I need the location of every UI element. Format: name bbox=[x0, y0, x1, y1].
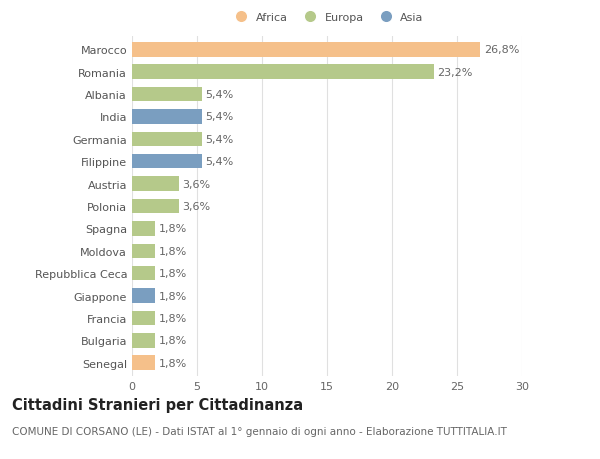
Legend: Africa, Europa, Asia: Africa, Europa, Asia bbox=[226, 8, 428, 27]
Bar bbox=[132, 356, 155, 370]
Bar bbox=[132, 289, 155, 303]
Text: 23,2%: 23,2% bbox=[437, 67, 472, 78]
Text: 3,6%: 3,6% bbox=[182, 179, 210, 189]
Bar bbox=[132, 244, 155, 258]
Text: Cittadini Stranieri per Cittadinanza: Cittadini Stranieri per Cittadinanza bbox=[12, 397, 303, 412]
Bar bbox=[132, 88, 202, 102]
Bar bbox=[132, 65, 434, 80]
Bar bbox=[132, 311, 155, 325]
Text: 1,8%: 1,8% bbox=[158, 246, 187, 256]
Bar bbox=[132, 43, 481, 57]
Bar bbox=[132, 222, 155, 236]
Text: COMUNE DI CORSANO (LE) - Dati ISTAT al 1° gennaio di ogni anno - Elaborazione TU: COMUNE DI CORSANO (LE) - Dati ISTAT al 1… bbox=[12, 426, 507, 436]
Text: 1,8%: 1,8% bbox=[158, 291, 187, 301]
Bar bbox=[132, 199, 179, 214]
Text: 5,4%: 5,4% bbox=[205, 112, 234, 122]
Text: 5,4%: 5,4% bbox=[205, 157, 234, 167]
Text: 1,8%: 1,8% bbox=[158, 313, 187, 323]
Text: 1,8%: 1,8% bbox=[158, 224, 187, 234]
Bar bbox=[132, 132, 202, 147]
Text: 5,4%: 5,4% bbox=[205, 90, 234, 100]
Bar bbox=[132, 266, 155, 281]
Text: 1,8%: 1,8% bbox=[158, 358, 187, 368]
Bar bbox=[132, 333, 155, 348]
Bar bbox=[132, 155, 202, 169]
Text: 26,8%: 26,8% bbox=[484, 45, 519, 55]
Text: 1,8%: 1,8% bbox=[158, 269, 187, 279]
Text: 1,8%: 1,8% bbox=[158, 336, 187, 346]
Text: 3,6%: 3,6% bbox=[182, 202, 210, 212]
Bar bbox=[132, 177, 179, 191]
Text: 5,4%: 5,4% bbox=[205, 134, 234, 145]
Bar bbox=[132, 110, 202, 124]
